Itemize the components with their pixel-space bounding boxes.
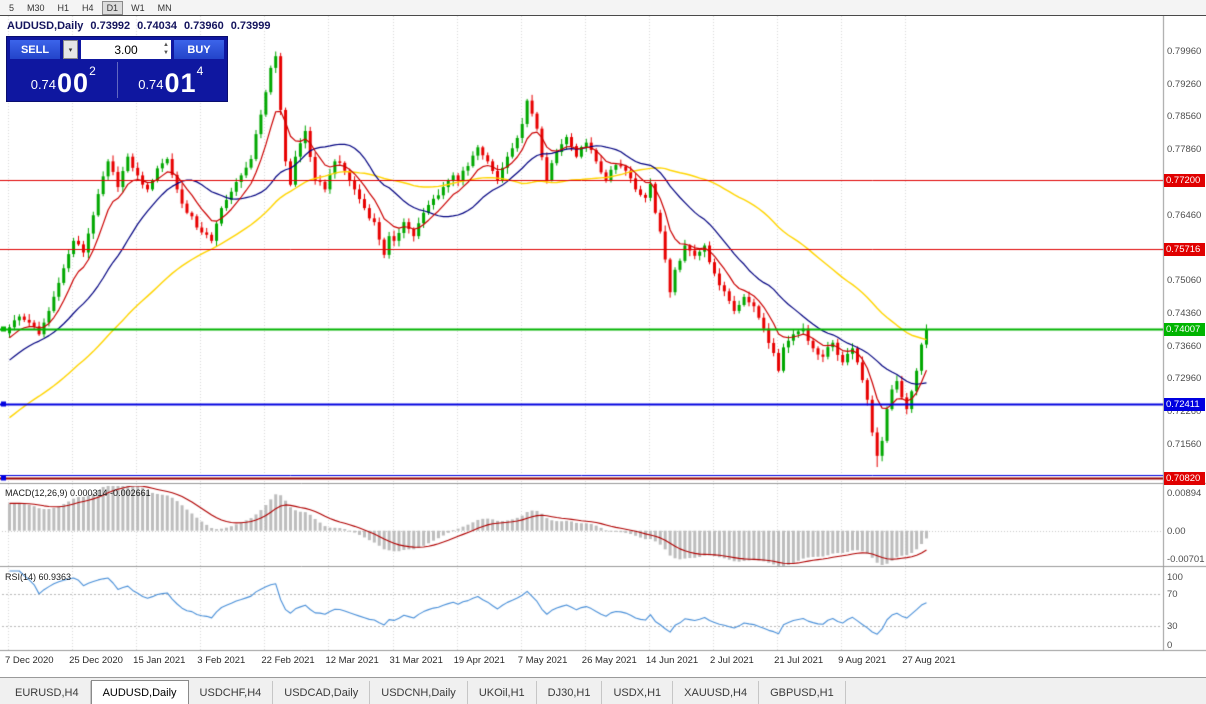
trade-controls-row: SELL ▾ ▲▼ BUY bbox=[10, 40, 224, 59]
macd-axis-label: 0.00 bbox=[1167, 525, 1186, 537]
sell-price-display[interactable]: 0.74 00 2 bbox=[10, 62, 117, 98]
date-label: 9 Aug 2021 bbox=[838, 655, 887, 666]
price-tick-label: 0.72260 bbox=[1167, 405, 1202, 417]
date-label: 12 Mar 2021 bbox=[325, 655, 379, 666]
date-label: 31 Mar 2021 bbox=[389, 655, 443, 666]
price-tick-label: 0.79260 bbox=[1167, 78, 1202, 90]
sell-price-sup: 2 bbox=[89, 64, 96, 78]
chart-tab-dj30-h1[interactable]: DJ30,H1 bbox=[537, 681, 603, 704]
date-label: 22 Feb 2021 bbox=[261, 655, 315, 666]
rsi-axis-label: 70 bbox=[1167, 589, 1178, 601]
chart-tab-usdx-h1[interactable]: USDX,H1 bbox=[602, 681, 674, 704]
one-click-trading-panel: SELL ▾ ▲▼ BUY 0.74 00 2 0.74 01 4 bbox=[7, 37, 227, 101]
quote-high: 0.74034 bbox=[137, 20, 177, 32]
price-tick-label: 0.77860 bbox=[1167, 144, 1202, 156]
price-axis[interactable]: 0.79960 0.79260 0.78560 0.77860 0.76460 0.750… bbox=[1163, 16, 1206, 651]
quote-close: 0.73999 bbox=[230, 20, 271, 32]
time-axis[interactable]: 7 Dec 2020 25 Dec 2020 15 Jan 2021 3 Feb 20… bbox=[0, 651, 1163, 671]
buy-price-display[interactable]: 0.74 01 4 bbox=[116, 62, 225, 98]
date-label: 21 Jul 2021 bbox=[774, 655, 824, 666]
price-tick-label: 0.79960 bbox=[1167, 46, 1202, 58]
chart-tabs-bar: EURUSD,H4 AUDUSD,Daily USDCHF,H4 USDCAD,Dai… bbox=[0, 677, 1206, 704]
price-level-badge: 0.72411 bbox=[1164, 397, 1205, 411]
price-level-badge: 0.75716 bbox=[1164, 243, 1205, 257]
date-label: 2 Jul 2021 bbox=[709, 655, 754, 666]
rsi-axis-label: 100 bbox=[1167, 572, 1183, 583]
chart-tab-eurusd-h4[interactable]: EURUSD,H4 bbox=[4, 681, 91, 704]
quote-symbol: AUDUSD,Daily bbox=[7, 20, 84, 32]
rsi-axis-label: 30 bbox=[1167, 620, 1178, 632]
price-tick-label: 0.76460 bbox=[1167, 209, 1202, 221]
sell-button[interactable]: SELL bbox=[10, 40, 60, 59]
date-label: 27 Aug 2021 bbox=[902, 655, 956, 666]
price-level-badge: 0.77200 bbox=[1164, 174, 1205, 188]
timeframe-button-MN[interactable]: MN bbox=[157, 2, 172, 13]
price-tick-label: 0.71560 bbox=[1167, 438, 1202, 450]
price-level-badge: 0.70820 bbox=[1164, 472, 1205, 486]
chart-tab-usdchf-h4[interactable]: USDCHF,H4 bbox=[189, 681, 274, 704]
price-tick-label: 0.78560 bbox=[1167, 111, 1202, 123]
volume-field: ▲▼ bbox=[81, 40, 171, 59]
quote-low: 0.73960 bbox=[183, 20, 224, 32]
chart-tab-audusd-daily[interactable]: AUDUSD,Daily bbox=[90, 680, 189, 704]
buy-price-sup: 4 bbox=[196, 64, 204, 78]
volume-input[interactable] bbox=[81, 40, 171, 59]
date-label: 15 Jan 2021 bbox=[133, 655, 186, 666]
price-tick-label: 0.72960 bbox=[1167, 373, 1202, 385]
date-label: 25 Dec 2020 bbox=[69, 655, 123, 666]
timeframe-button-W1[interactable]: W1 bbox=[131, 2, 145, 13]
chart-tab-usdcad-daily[interactable]: USDCAD,Daily bbox=[273, 681, 371, 704]
chart-tab-xauusd-h4[interactable]: XAUUSD,H4 bbox=[673, 681, 760, 704]
price-tick-label: 0.73660 bbox=[1167, 340, 1202, 352]
chart-tab-gbpusd-h1[interactable]: GBPUSD,H1 bbox=[759, 681, 846, 704]
trade-prices-row: 0.74 00 2 0.74 01 4 bbox=[10, 62, 224, 98]
timeframe-button-5[interactable]: 5 bbox=[9, 2, 15, 13]
quote-header: AUDUSD,Daily 0.73992 0.74034 0.73960 0.7… bbox=[7, 20, 270, 32]
date-label: 14 Jun 2021 bbox=[645, 655, 699, 666]
macd-axis-label: -0.00701 bbox=[1167, 554, 1205, 565]
macd-indicator-label: MACD(12,26,9) 0.000314 -0.002661 bbox=[5, 488, 151, 498]
macd-axis-label: 0.00894 bbox=[1167, 488, 1202, 499]
timeframe-toolbar: 5 M30 H1 H4 D1 W1 MN bbox=[0, 0, 1206, 16]
quote-open: 0.73992 bbox=[90, 20, 131, 32]
buy-button[interactable]: BUY bbox=[174, 40, 224, 59]
date-label: 7 Dec 2020 bbox=[5, 655, 54, 666]
buy-price-head: 0.74 bbox=[138, 77, 164, 92]
timeframe-button-M30[interactable]: M30 bbox=[27, 2, 45, 13]
date-label: 7 May 2021 bbox=[517, 655, 568, 666]
rsi-axis-label: 0 bbox=[1167, 640, 1173, 651]
timeframe-button-H4[interactable]: H4 bbox=[82, 2, 94, 13]
sell-price-big: 00 bbox=[57, 68, 90, 98]
date-label: 19 Apr 2021 bbox=[453, 655, 505, 666]
chart-tab-usdcnh-daily[interactable]: USDCNH,Daily bbox=[370, 681, 468, 704]
sell-price-head: 0.74 bbox=[30, 77, 57, 92]
timeframe-button-D1[interactable]: D1 bbox=[101, 0, 124, 15]
buy-price-big: 01 bbox=[164, 68, 197, 98]
volume-dropdown-button[interactable]: ▾ bbox=[63, 40, 78, 59]
chart-tab-ukoil-h1[interactable]: UKOil,H1 bbox=[468, 681, 537, 704]
price-level-badge: 0.74007 bbox=[1164, 323, 1205, 337]
price-tick-label: 0.75060 bbox=[1167, 275, 1202, 287]
date-label: 26 May 2021 bbox=[581, 655, 637, 666]
timeframe-button-H1[interactable]: H1 bbox=[57, 2, 70, 13]
date-label: 3 Feb 2021 bbox=[197, 655, 246, 666]
rsi-indicator-label: RSI(14) 60.9363 bbox=[5, 572, 72, 582]
volume-spinner[interactable]: ▲ ▼ bbox=[163, 42, 169, 56]
price-tick-label: 0.74360 bbox=[1167, 307, 1202, 319]
